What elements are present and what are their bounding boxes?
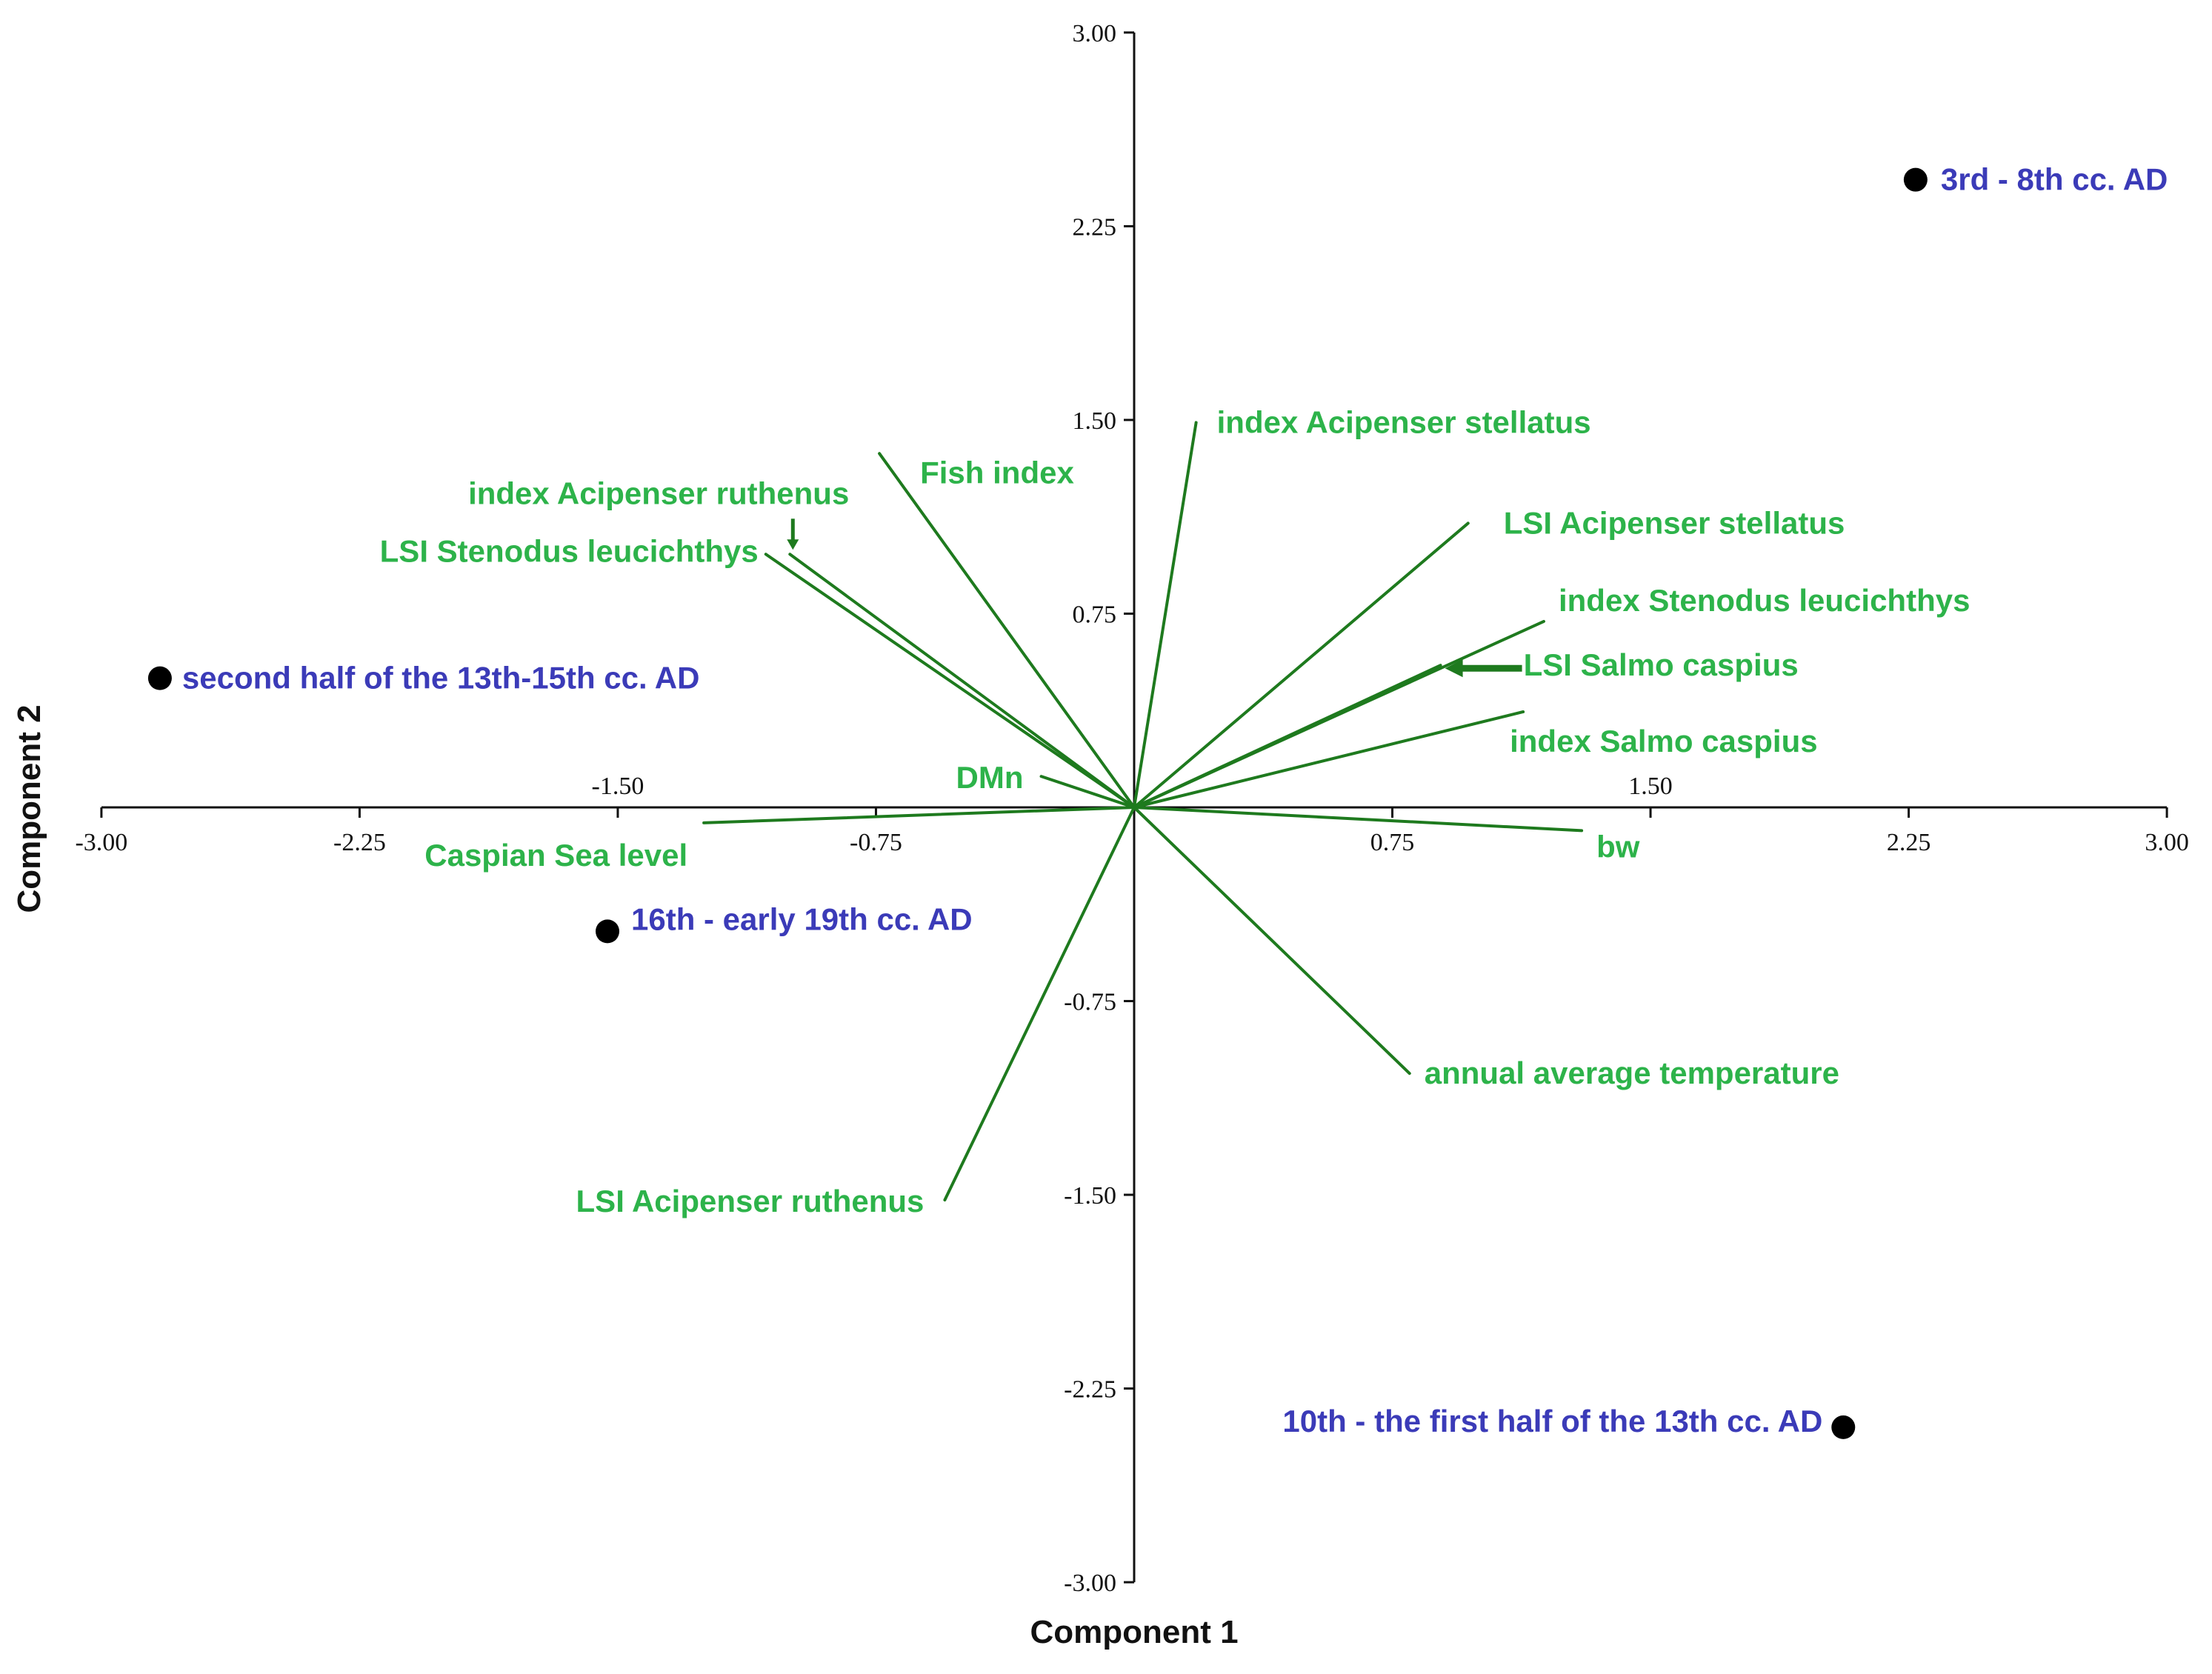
loading-vector [878, 452, 1136, 809]
observation-label: 16th - early 19th cc. AD [631, 901, 973, 936]
y-tick-label: -3.00 [1064, 1570, 1116, 1597]
loading-label: index Stenodus leucichthys [1559, 583, 1970, 618]
y-tick-label: -1.50 [1064, 1182, 1116, 1210]
loading-vector [1133, 421, 1198, 809]
loading-label: LSI Acipenser ruthenus [576, 1184, 925, 1218]
x-axis-title: Component 1 [1030, 1614, 1238, 1650]
observation-point [147, 666, 172, 690]
pointer-arrow-head [1445, 659, 1463, 678]
loading-label: bw [1596, 829, 1640, 864]
loading-vector [1133, 806, 1584, 833]
loading-vectors: index Acipenser stellatus Fish index index… [380, 404, 1971, 1218]
loading-vector [788, 553, 1136, 809]
y-tick-label: 2.25 [1073, 213, 1117, 241]
x-tick-label: -1.50 [592, 773, 644, 800]
y-tick-label: -0.75 [1064, 989, 1116, 1016]
loading-label: LSI Stenodus leucichthys [380, 533, 759, 568]
observation-label: second half of the 13th-15th cc. AD [182, 661, 700, 696]
x-tick-label: 3.00 [2145, 829, 2189, 856]
x-tick-label: -3.00 [75, 829, 127, 856]
loading-vector [943, 806, 1136, 1202]
loading-label: Caspian Sea level [424, 838, 687, 873]
loading-label: Fish index [920, 455, 1074, 490]
loading-vector [1039, 775, 1136, 809]
loading-label: index Acipenser ruthenus [468, 476, 849, 510]
y-axis-title: Component 2 [11, 704, 47, 913]
loading-vector [764, 553, 1136, 809]
loading-vector [1133, 521, 1470, 809]
y-tick-label: 1.50 [1073, 407, 1117, 435]
observation-label: 3rd - 8th cc. AD [1941, 162, 2168, 197]
loading-label: LSI Salmo caspius [1524, 647, 1799, 682]
loading-label: DMn [956, 760, 1024, 795]
x-tick-label: -2.25 [333, 829, 386, 856]
loading-label: index Salmo caspius [1510, 724, 1817, 758]
tick-labels: -3.00 -2.25 -1.50 -0.75 0.75 1.50 2.25 3.00 3.00… [75, 20, 2188, 1597]
loading-label: LSI Acipenser stellatus [1504, 505, 1845, 540]
pointer-arrow-head [787, 539, 799, 550]
observation-label: 10th - the first half of the 13th cc. AD [1282, 1404, 1822, 1438]
loading-vector [1133, 710, 1525, 809]
x-tick-label: 0.75 [1370, 829, 1415, 856]
y-tick-label: 0.75 [1073, 601, 1117, 628]
loading-label: annual average temperature [1425, 1056, 1839, 1090]
loading-vector [702, 806, 1136, 824]
observation-point [1831, 1415, 1856, 1439]
loading-vector [1133, 806, 1411, 1076]
x-tick-label: 1.50 [1628, 773, 1673, 800]
loading-label: index Acipenser stellatus [1217, 404, 1591, 439]
observation-point [596, 919, 620, 944]
y-tick-label: 3.00 [1073, 20, 1117, 47]
observation-points: 3rd - 8th cc. AD second half of the 13th-… [147, 162, 2168, 1439]
x-tick-label: 2.25 [1887, 829, 1931, 856]
observation-point [1903, 167, 1928, 192]
y-tick-label: -2.25 [1064, 1376, 1116, 1404]
loading-vector [1133, 664, 1442, 809]
x-tick-label: -0.75 [850, 829, 902, 856]
